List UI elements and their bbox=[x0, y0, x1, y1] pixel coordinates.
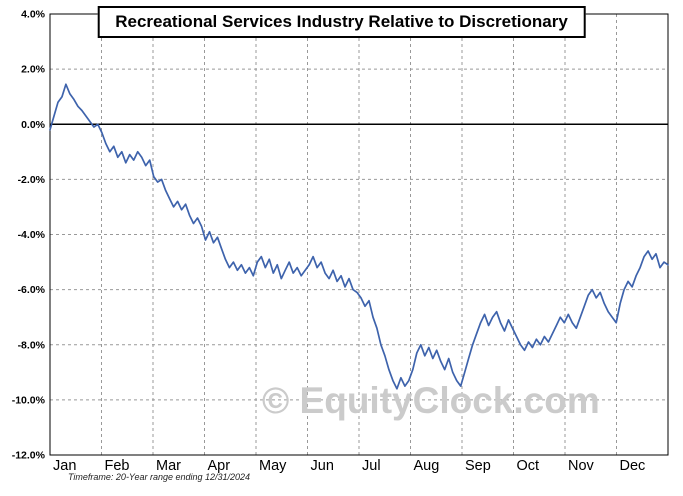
x-axis-month-label: Apr bbox=[208, 458, 231, 474]
x-axis-month-label: Sep bbox=[465, 458, 491, 474]
x-axis-month-label: Aug bbox=[414, 458, 440, 474]
y-axis-tick-label: 0.0% bbox=[21, 119, 46, 131]
y-axis-tick-label: 2.0% bbox=[21, 64, 46, 76]
timeframe-note: Timeframe: 20-Year range ending 12/31/20… bbox=[68, 472, 251, 482]
y-axis-tick-label: 4.0% bbox=[21, 9, 46, 21]
y-axis-tick-label: -8.0% bbox=[18, 339, 46, 351]
x-axis-month-label: Dec bbox=[620, 458, 646, 474]
y-axis-tick-label: -6.0% bbox=[18, 284, 46, 296]
watermark: © EquityClock.com bbox=[262, 380, 600, 421]
y-axis-tick-label: -2.0% bbox=[18, 174, 46, 186]
x-axis-month-label: Mar bbox=[156, 458, 181, 474]
x-axis-month-label: Nov bbox=[568, 458, 595, 474]
y-axis-tick-label: -10.0% bbox=[12, 394, 46, 406]
y-axis-tick-label: -12.0% bbox=[12, 450, 46, 462]
x-axis-month-label: Feb bbox=[105, 458, 130, 474]
x-axis-month-label: May bbox=[259, 458, 287, 474]
x-axis-month-label: Jun bbox=[311, 458, 334, 474]
x-axis-month-label: Oct bbox=[517, 458, 540, 474]
y-axis-tick-label: -4.0% bbox=[18, 229, 46, 241]
chart-title: Recreational Services Industry Relative … bbox=[97, 6, 586, 38]
data-series-line bbox=[49, 83, 669, 390]
x-axis-month-label: Jul bbox=[362, 458, 381, 474]
x-axis-month-label: Jan bbox=[53, 458, 76, 474]
